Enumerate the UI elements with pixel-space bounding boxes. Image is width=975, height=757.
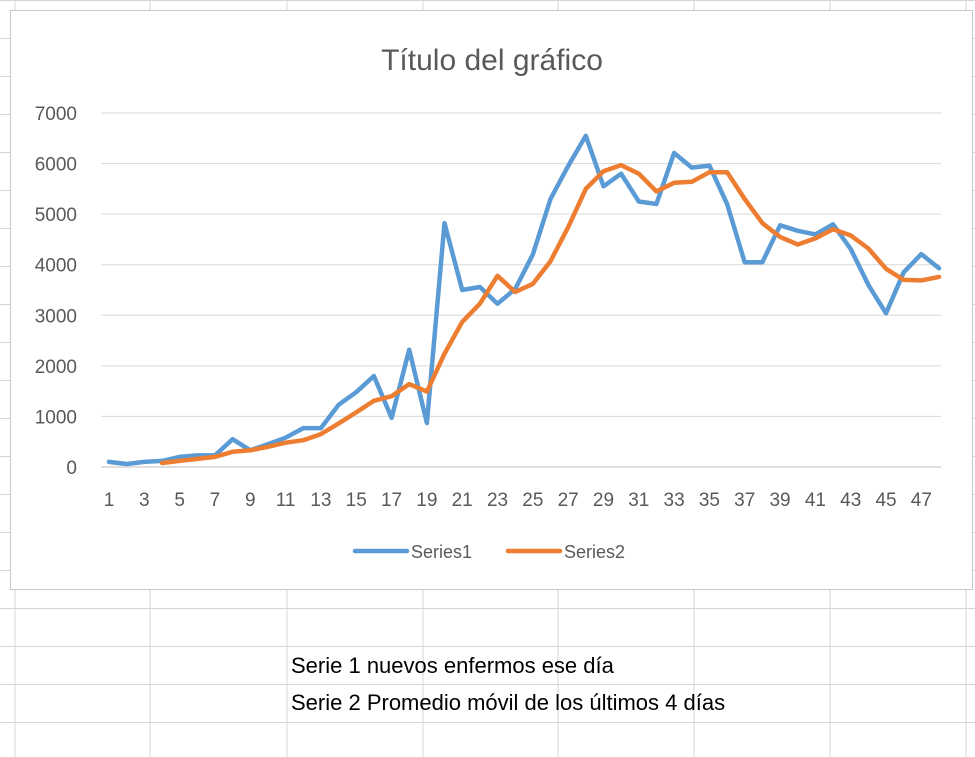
note-serie-1: Serie 1 nuevos enfermos ese día <box>291 653 614 678</box>
x-tick-label: 43 <box>840 490 861 511</box>
series-line-2[interactable] <box>159 162 942 466</box>
x-tick-label: 21 <box>452 490 473 511</box>
y-tick-label: 5000 <box>35 205 77 226</box>
x-tick-label: 31 <box>628 490 649 511</box>
chart-area[interactable]: Título del gráfico 0 1000 2000 3000 4000 5000 6… <box>10 10 973 590</box>
x-tick-label: 27 <box>558 490 579 511</box>
chart-title: Título del gráfico <box>381 44 603 77</box>
line-chart: Título del gráfico 0 1000 2000 3000 4000 5000 6… <box>35 44 942 562</box>
x-tick-label: 3 <box>139 490 150 511</box>
x-tick-label: 47 <box>911 490 932 511</box>
legend-label-1: Series1 <box>411 542 472 562</box>
x-tick-label: 39 <box>769 490 790 511</box>
x-tick-label: 45 <box>875 490 896 511</box>
legend-label-2: Series2 <box>564 542 625 562</box>
x-tick-label: 29 <box>593 490 614 511</box>
y-tick-label: 1000 <box>35 407 77 428</box>
x-tick-label: 25 <box>522 490 543 511</box>
x-tick-label: 35 <box>699 490 720 511</box>
x-tick-label: 9 <box>245 490 256 511</box>
x-tick-label: 7 <box>210 490 221 511</box>
y-tick-label: 0 <box>66 458 77 479</box>
x-tick-label: 1 <box>104 490 115 511</box>
series-line-1[interactable] <box>106 133 942 467</box>
x-tick-label: 33 <box>664 490 685 511</box>
y-tick-label: 4000 <box>35 256 77 277</box>
x-tick-label: 41 <box>805 490 826 511</box>
x-tick-label: 13 <box>310 490 331 511</box>
x-tick-label: 37 <box>734 490 755 511</box>
x-tick-label: 23 <box>487 490 508 511</box>
x-tick-label: 11 <box>276 490 296 511</box>
y-tick-label: 7000 <box>35 104 77 125</box>
x-tick-label: 15 <box>346 490 367 511</box>
x-tick-label: 17 <box>381 490 402 511</box>
note-serie-2: Serie 2 Promedio móvil de los últimos 4 … <box>291 690 726 715</box>
x-tick-label: 5 <box>174 490 185 511</box>
y-tick-label: 3000 <box>35 306 77 327</box>
y-tick-label: 2000 <box>35 357 77 378</box>
x-tick-label: 19 <box>416 490 437 511</box>
y-tick-label: 6000 <box>35 155 77 176</box>
